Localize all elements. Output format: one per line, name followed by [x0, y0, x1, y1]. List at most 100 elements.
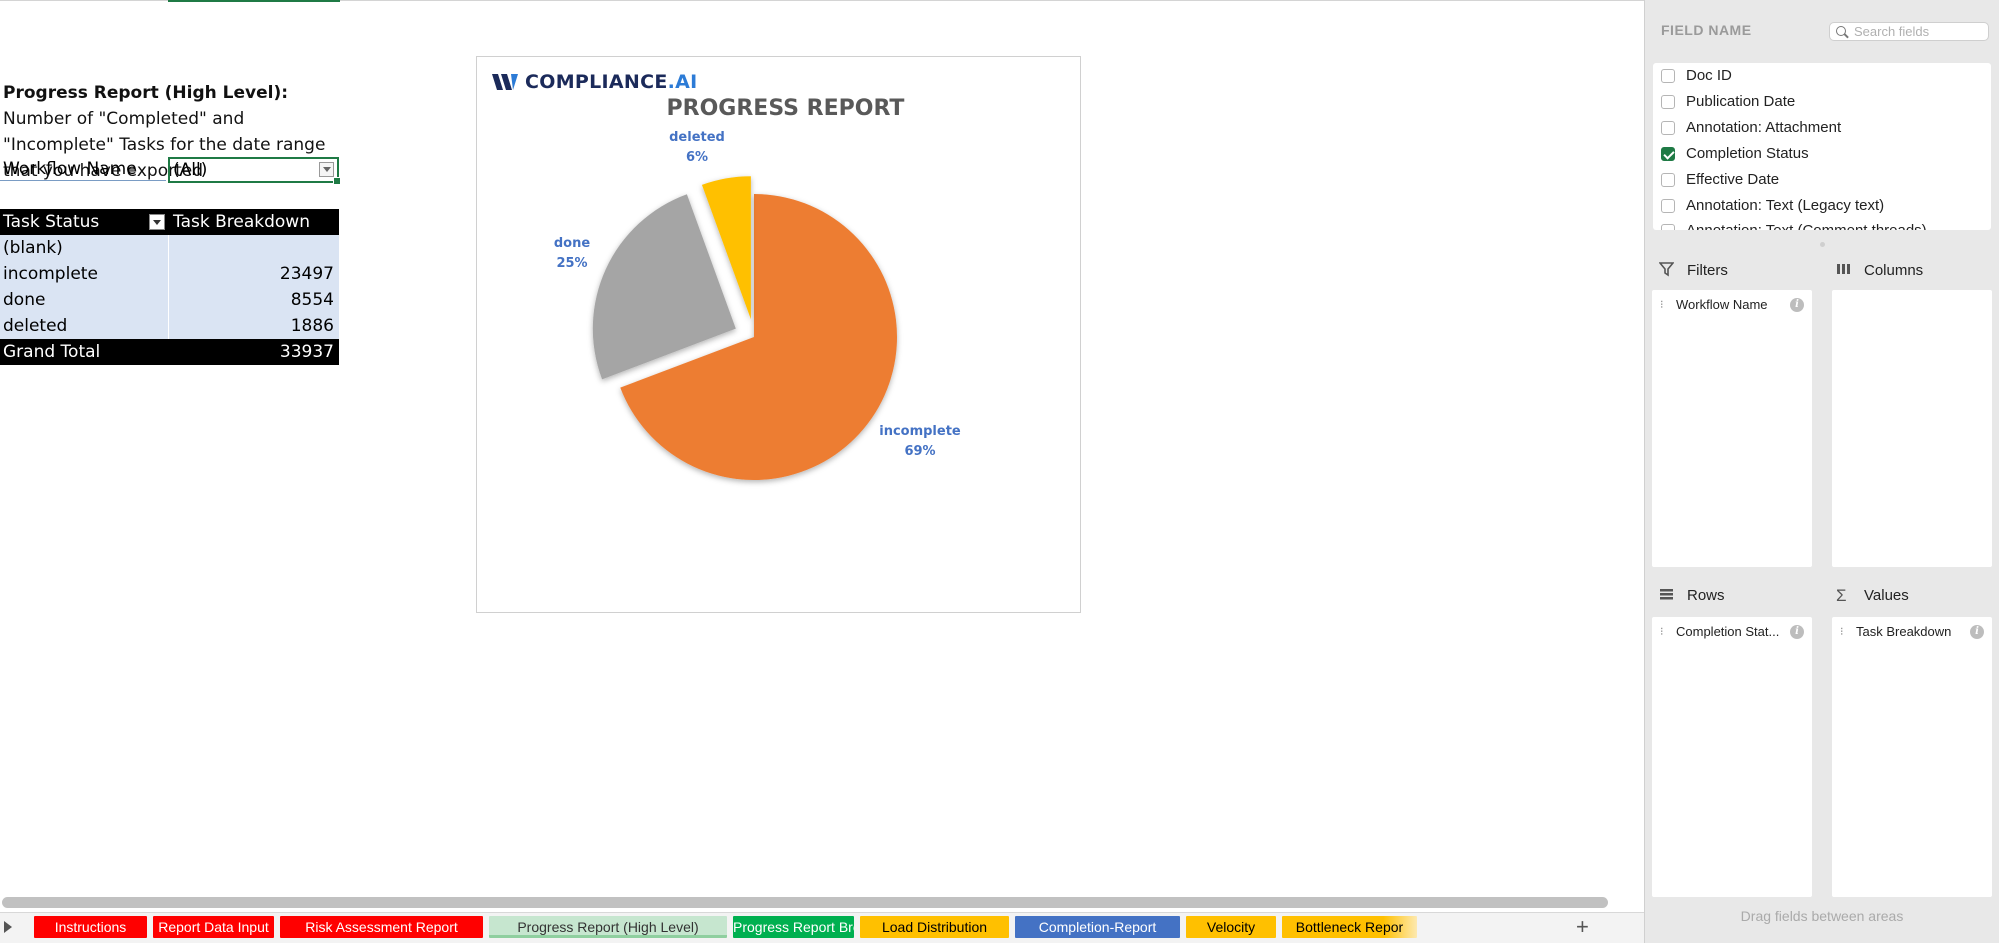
pie-slice-done[interactable] [592, 194, 736, 380]
add-sheet-icon[interactable]: + [1576, 914, 1589, 939]
field-item[interactable]: Effective Date [1653, 167, 1991, 193]
description-text: Number of "Completed" and "Incomplete" T… [3, 109, 326, 181]
tab-bottleneck-repor[interactable]: Bottleneck Repor [1282, 916, 1417, 938]
grand-total-label[interactable]: Grand Total [3, 342, 101, 362]
column-header-border [0, 0, 1644, 1]
pie-plot: incomplete 69% done 25% deleted 6% [554, 130, 961, 480]
row-label[interactable]: (blank) [0, 235, 168, 261]
field-item[interactable]: Annotation: Attachment [1653, 115, 1991, 141]
tab-load-distribution[interactable]: Load Distribution [860, 916, 1009, 938]
rows-icon [1659, 586, 1675, 606]
filter-chip-workflow-name[interactable]: ⁝ Workflow Name i [1660, 296, 1804, 314]
table-row[interactable]: incomplete 23497 [0, 261, 339, 287]
pivot-header-breakdown[interactable]: Task Breakdown [173, 212, 310, 232]
drag-handle-icon[interactable]: ⁝ [1660, 299, 1663, 311]
rows-area[interactable]: ⁝ Completion Stat... i [1652, 617, 1812, 897]
row-filter-dropdown-icon[interactable] [149, 214, 165, 230]
table-row[interactable]: done 8554 [0, 287, 339, 313]
row-chip-completion-status[interactable]: ⁝ Completion Stat... i [1660, 623, 1804, 641]
row-value[interactable] [169, 235, 339, 261]
row-value[interactable]: 23497 [169, 261, 339, 287]
field-item-partial[interactable]: Annotation: Text (Comment threads) [1653, 218, 1927, 230]
info-icon[interactable]: i [1790, 298, 1804, 312]
rows-area-header: Rows [1659, 586, 1809, 606]
drag-handle-icon[interactable]: ⁝ [1660, 626, 1663, 638]
pie-slice-deleted[interactable] [701, 176, 751, 320]
row-label[interactable]: incomplete [0, 261, 168, 287]
chart-title: PROGRESS REPORT [666, 96, 905, 121]
field-list[interactable]: Doc ID Publication Date Annotation: Atta… [1653, 63, 1991, 230]
columns-area-header: Columns [1836, 261, 1986, 281]
pivot-header-status[interactable]: Task Status [0, 209, 168, 235]
search-input[interactable] [1854, 24, 1984, 39]
pivot-filter-row: Workflow Name (All) [0, 157, 341, 185]
tab-instructions[interactable]: Instructions [34, 916, 147, 938]
table-row[interactable]: deleted 1886 [0, 313, 339, 339]
report-description: Progress Report (High Level): Number of … [3, 80, 343, 184]
field-item[interactable]: Annotation: Text (Legacy text) [1653, 193, 1991, 219]
tab-velocity[interactable]: Velocity [1186, 916, 1276, 938]
row-value[interactable]: 8554 [169, 287, 339, 313]
scroll-tabs-icon[interactable] [4, 921, 12, 933]
search-field-box[interactable] [1829, 22, 1989, 41]
description-bold: Progress Report (High Level): [3, 83, 289, 103]
pie-slice-incomplete[interactable] [620, 194, 897, 480]
pivot-table: Task Status Task Breakdown (blank) incom… [0, 209, 339, 365]
row-label[interactable]: done [0, 287, 168, 313]
table-row[interactable]: (blank) [0, 235, 339, 261]
columns-area[interactable] [1832, 290, 1992, 567]
tab-report-data-input[interactable]: Report Data Input [153, 916, 274, 938]
info-icon[interactable]: i [1970, 625, 1984, 639]
pie-chart[interactable]: COMPLIANCE.AI PROGRESS REPORT incomplete… [476, 56, 1081, 613]
spreadsheet-area[interactable]: Progress Report (High Level): Number of … [0, 0, 1644, 943]
tab-completion-report[interactable]: Completion-Report [1015, 916, 1180, 938]
sheet-tab-bar: Instructions Report Data Input Risk Assess… [0, 912, 1644, 943]
field-item[interactable]: Publication Date [1653, 89, 1991, 115]
checkbox[interactable] [1661, 224, 1675, 230]
search-icon [1836, 26, 1846, 36]
filter-icon [1658, 261, 1675, 281]
checkbox[interactable] [1661, 173, 1675, 187]
checkbox[interactable] [1661, 95, 1675, 109]
pivot-header-row: Task Status Task Breakdown [0, 209, 339, 235]
data-label-deleted: deleted [669, 130, 725, 145]
field-item[interactable]: Completion Status [1653, 141, 1991, 167]
sigma-icon: Σ [1836, 586, 1847, 605]
field-item[interactable]: Doc ID [1653, 63, 1991, 89]
drag-hint: Drag fields between areas [1740, 908, 1904, 924]
tab-progress-report-high-level[interactable]: Progress Report (High Level) [489, 916, 727, 938]
horizontal-scrollbar[interactable] [2, 897, 1608, 908]
grand-total-row[interactable]: Grand Total 33937 [0, 339, 339, 365]
compliance-logo-icon [492, 74, 518, 90]
columns-icon [1836, 261, 1852, 281]
selected-column-indicator [168, 0, 340, 2]
data-label-done: done [554, 236, 590, 251]
checkbox-checked[interactable] [1661, 147, 1675, 161]
field-name-title: FIELD NAME [1661, 22, 1752, 38]
checkbox[interactable] [1661, 199, 1675, 213]
filters-area-header: Filters [1658, 261, 1809, 281]
data-label-percent-done: 25% [556, 256, 587, 271]
values-area[interactable]: ⁝ Task Breakdown i [1832, 617, 1992, 897]
filters-area[interactable]: ⁝ Workflow Name i [1652, 290, 1812, 567]
filter-label: Workflow Name [0, 157, 166, 181]
logo-text: COMPLIANCE.AI [525, 71, 698, 93]
values-area-header: Σ Values [1836, 586, 1909, 605]
resize-grip[interactable] [1820, 242, 1825, 247]
tab-risk-assessment-report[interactable]: Risk Assessment Report [280, 916, 483, 938]
grand-total-value[interactable]: 33937 [279, 342, 334, 362]
filter-value: (All) [173, 160, 208, 180]
data-label-incomplete: incomplete [879, 424, 961, 439]
fill-handle[interactable] [333, 177, 341, 185]
info-icon[interactable]: i [1790, 625, 1804, 639]
tab-progress-report-breakdown[interactable]: Progress Report Breakdown [733, 916, 854, 938]
row-value[interactable]: 1886 [169, 313, 339, 339]
checkbox[interactable] [1661, 69, 1675, 83]
checkbox[interactable] [1661, 121, 1675, 135]
drag-handle-icon[interactable]: ⁝ [1840, 626, 1843, 638]
filter-value-cell[interactable]: (All) [168, 157, 341, 185]
value-chip-task-breakdown[interactable]: ⁝ Task Breakdown i [1840, 623, 1984, 641]
pivot-field-panel: FIELD NAME Doc ID Publication Date Annot… [1644, 0, 1999, 943]
row-label[interactable]: deleted [0, 313, 168, 339]
filter-dropdown-icon[interactable] [319, 162, 334, 177]
